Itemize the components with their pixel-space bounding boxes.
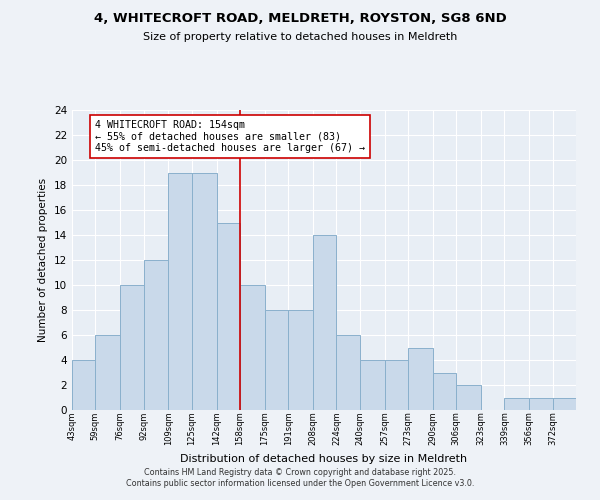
Bar [553,398,576,410]
Text: Contains HM Land Registry data © Crown copyright and database right 2025.
Contai: Contains HM Land Registry data © Crown c… [126,468,474,487]
Bar [313,235,337,410]
Y-axis label: Number of detached properties: Number of detached properties [38,178,49,342]
Bar [456,385,481,410]
Bar [529,398,553,410]
Bar [288,310,313,410]
Text: Size of property relative to detached houses in Meldreth: Size of property relative to detached ho… [143,32,457,42]
Bar [385,360,408,410]
Bar [192,172,217,410]
Bar [169,172,192,410]
Text: 4 WHITECROFT ROAD: 154sqm
← 55% of detached houses are smaller (83)
45% of semi-: 4 WHITECROFT ROAD: 154sqm ← 55% of detac… [95,120,365,153]
X-axis label: Distribution of detached houses by size in Meldreth: Distribution of detached houses by size … [181,454,467,464]
Bar [240,285,265,410]
Bar [265,310,288,410]
Bar [217,222,240,410]
Bar [95,335,120,410]
Bar [505,398,529,410]
Bar [360,360,385,410]
Bar [143,260,169,410]
Text: 4, WHITECROFT ROAD, MELDRETH, ROYSTON, SG8 6ND: 4, WHITECROFT ROAD, MELDRETH, ROYSTON, S… [94,12,506,26]
Bar [120,285,143,410]
Bar [72,360,95,410]
Bar [337,335,360,410]
Bar [433,372,456,410]
Bar [408,348,433,410]
